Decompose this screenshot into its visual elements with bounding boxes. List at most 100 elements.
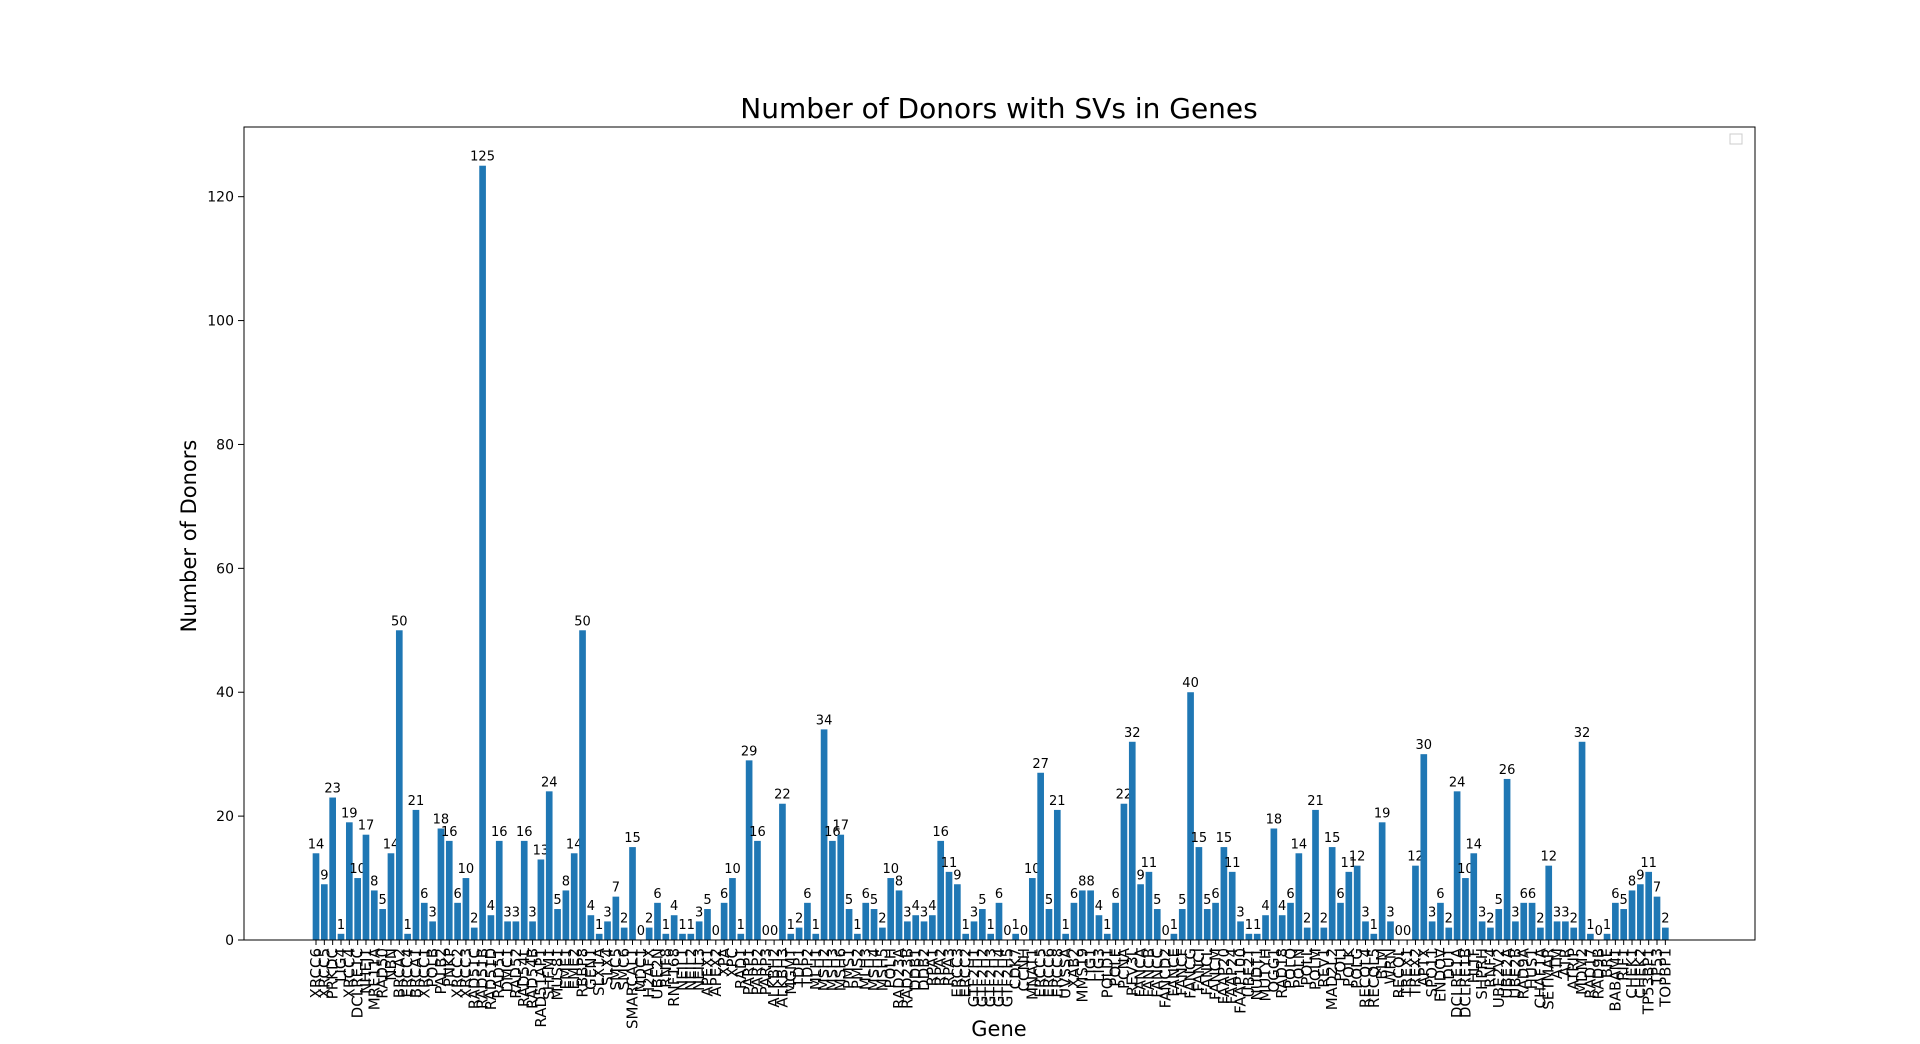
value-label: 6 [653,887,661,902]
bar [720,902,728,940]
bar [1112,902,1119,940]
x-tick-label: UBE2N [649,948,667,1000]
bar [970,921,978,940]
x-tick-label: RAD17 [1581,948,1599,999]
value-label: 15 [1324,831,1341,846]
value-label: 8 [1086,874,1094,889]
value-label: 4 [1261,899,1269,914]
value-label: 5 [1178,893,1186,908]
x-tick-label: MRE11A [365,947,383,1010]
x-tick-label: XRCC3 [457,948,475,998]
bar [1295,853,1303,940]
bar [695,921,703,940]
bar [445,840,453,940]
bar [1195,847,1203,940]
bar [1278,915,1286,940]
x-tick-label: RAD51AP1 [532,948,550,1028]
value-label: 2 [1320,912,1328,927]
value-label: 27 [1032,757,1049,772]
value-label: 1 [403,918,411,933]
x-tick-label: APEX1 [698,948,716,997]
bar [1128,741,1136,940]
y-tick-label: 60 [216,561,234,577]
bar [887,878,895,940]
x-tick-label: RAD52 [507,948,525,999]
x-tick-label: DCLRE1C [349,948,367,1018]
x-tick-label: PNKP [440,948,458,987]
x-tick-label: DCLRE1B [1456,948,1474,1018]
x-tick-label: GTF2H5 [998,948,1016,1007]
value-label: 7 [1653,881,1661,896]
value-label: 17 [832,819,849,834]
bar [1337,902,1344,940]
bar [1078,890,1086,940]
value-label: 2 [1536,912,1544,927]
x-tick-label: CCNH [1015,948,1033,991]
value-label: 0 [1161,924,1169,939]
bar [1120,803,1128,940]
x-tick-label: XAB2 [1065,948,1083,988]
bar [662,933,670,940]
x-tick-label: BRCA1 [407,948,425,998]
bar [745,760,753,940]
x-tick-label: POLM [1307,948,1325,990]
value-label: 1 [687,918,695,933]
x-tick-label: ERCC2 [957,948,975,998]
value-label: 2 [620,912,628,927]
bar [895,890,903,940]
bar [1303,927,1311,940]
x-tick-label: POLG [1348,948,1366,989]
x-tick-label: FANCB [1140,948,1158,998]
value-label: 4 [1278,899,1286,914]
x-tick-label: FANCA [1132,947,1150,997]
x-tick-label: UBE2V2 [1490,948,1508,1008]
value-label: 24 [541,775,558,790]
value-label: 18 [433,813,450,828]
x-tick-label: FAAP24 [1223,948,1241,1004]
value-label: 6 [862,887,870,902]
x-tick-label: FANCI [1190,948,1208,992]
bar [612,896,620,940]
bar [1437,902,1444,940]
x-tick-label: MDC1 [632,948,650,993]
bar [520,840,528,940]
bar [1220,847,1228,940]
value-label: 40 [1182,676,1199,691]
bar [812,933,820,940]
x-tick-label: UBE2B [1506,948,1524,999]
x-tick-label: GEN1 [582,948,600,990]
value-label: 16 [441,825,458,840]
x-tick-label: UBE2A [1498,947,1516,998]
x-tick-label: FAAP20 [1215,948,1233,1004]
value-label: 3 [970,905,978,920]
value-label: 3 [1478,905,1486,920]
value-label: 21 [1307,794,1324,809]
value-label: 15 [1191,831,1208,846]
x-tick-label: PALB2 [432,948,450,995]
bar [1053,809,1061,940]
bar [395,630,403,940]
x-tick-label: EME1 [557,948,575,989]
bar [1212,902,1219,940]
value-label: 16 [491,825,508,840]
x-tick-label: POLL [1298,947,1316,985]
x-tick-label: RECQL4 [1356,948,1374,1008]
x-tick-label: RBBP8 [574,948,592,998]
bar [929,915,936,940]
x-tick-label: NHEJ1 [357,948,375,994]
value-label: 3 [1236,905,1244,920]
bar [995,902,1003,940]
bar [1487,927,1494,940]
y-tick-label: 0 [225,933,234,949]
bar [954,884,961,940]
value-label: 0 [1403,924,1411,939]
x-tick-label: GTF2H2 [973,948,991,1007]
bar [1262,915,1269,940]
x-tick-label: FANCF [1173,948,1191,996]
value-label: 3 [503,905,511,920]
bar [854,933,861,940]
bar [945,871,953,940]
value-label: 29 [741,744,758,759]
value-label: 1 [737,918,745,933]
value-label: 14 [1465,837,1482,852]
